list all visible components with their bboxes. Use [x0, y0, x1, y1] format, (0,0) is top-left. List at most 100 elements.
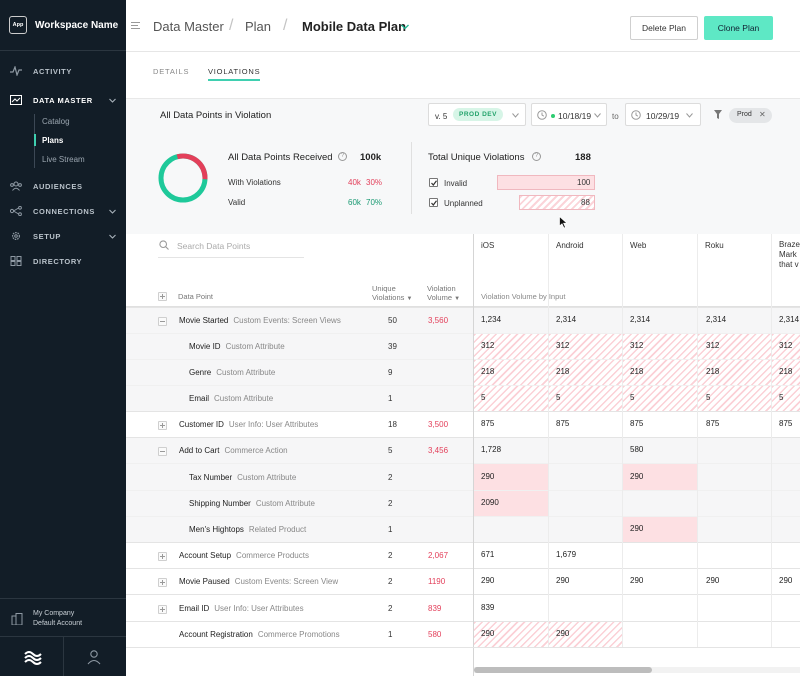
breadcrumb-separator: / — [229, 17, 234, 34]
frozen-column-divider — [473, 234, 474, 676]
data-point-name: Account Setup Commerce Products — [179, 551, 309, 560]
violation-volume-value: 3,560 — [428, 316, 449, 325]
sidebar-item-live-stream[interactable]: Live Stream — [42, 155, 85, 164]
data-point-type: Commerce Promotions — [257, 630, 340, 639]
total-unique-value: 188 — [575, 152, 591, 163]
unique-violations-value: 18 — [388, 420, 397, 429]
search-input[interactable]: Search Data Points — [177, 241, 251, 251]
brand-logo-icon[interactable] — [24, 648, 42, 666]
data-point-name: Account Registration Commerce Promotions — [179, 630, 340, 639]
column-header-line: Unique — [372, 284, 396, 293]
table-row[interactable]: Customer ID User Info: User Attributes 18 3… — [126, 411, 800, 437]
collapse-row-toggle[interactable] — [158, 317, 167, 326]
help-icon[interactable]: ? — [338, 152, 347, 161]
chevron-down-icon — [109, 234, 116, 239]
expand-all-toggle[interactable] — [158, 292, 167, 301]
column-header-ios[interactable]: iOS — [481, 241, 495, 250]
page-title[interactable]: Mobile Data Plan — [302, 19, 407, 34]
nav-item-activity[interactable]: ACTIVITY — [0, 63, 126, 79]
data-point-type: Custom Attribute — [216, 368, 276, 377]
breadcrumb-data-master[interactable]: Data Master — [153, 19, 224, 34]
collapse-menu-icon[interactable] — [131, 22, 140, 29]
column-header-roku[interactable]: Roku — [705, 241, 724, 250]
unplanned-checkbox[interactable] — [429, 198, 438, 207]
column-header-braze[interactable]: Braze Mark that v — [779, 240, 800, 270]
chevron-down-icon — [686, 113, 693, 118]
table-subrow[interactable]: Tax Number Custom Attribute 2 — [126, 463, 800, 490]
workspace-switcher[interactable]: App Workspace Name — [9, 16, 118, 34]
nav-item-directory[interactable]: DIRECTORY — [0, 253, 126, 269]
column-header-line: that v — [779, 260, 799, 269]
table-row[interactable]: Add to Cart Commerce Action 5 3,456 — [126, 437, 800, 463]
data-point-name: Email Custom Attribute — [189, 394, 273, 403]
company-switcher[interactable]: My Company Default Account — [0, 598, 126, 636]
nav-item-setup[interactable]: SETUP — [0, 228, 126, 244]
data-point-label: Account Registration — [179, 630, 253, 639]
data-point-name: Add to Cart Commerce Action — [179, 446, 288, 455]
invalid-label: Invalid — [444, 179, 468, 188]
nav-item-audiences[interactable]: AUDIENCES — [0, 178, 126, 194]
input-volume-value: 1,234 — [481, 315, 502, 324]
date-from-picker[interactable] — [531, 103, 607, 126]
input-volume-value: 875 — [481, 419, 495, 428]
user-icon[interactable] — [87, 649, 101, 665]
violation-volume-value: 1190 — [428, 577, 446, 586]
data-point-label: Tax Number — [189, 473, 233, 482]
data-point-label: Movie Started — [179, 316, 229, 325]
expand-row-toggle[interactable] — [158, 578, 167, 587]
invalid-checkbox[interactable] — [429, 178, 438, 187]
input-volume-value: 218 — [481, 367, 495, 376]
table-subrow[interactable]: Shipping Number Custom Attribute 2 — [126, 490, 800, 516]
clock-icon — [537, 110, 547, 120]
table-row[interactable]: Movie Paused Custom Events: Screen View 2 1… — [126, 568, 800, 594]
table-row[interactable]: Email ID User Info: User Attributes 2 839 — [126, 594, 800, 621]
collapse-row-toggle[interactable] — [158, 447, 167, 456]
sort-arrow-icon: ▼ — [454, 296, 461, 302]
data-point-type: Commerce Action — [224, 446, 288, 455]
input-volume-value: 312 — [706, 341, 720, 350]
table-row[interactable]: Movie Started Custom Events: Screen Views… — [126, 307, 800, 333]
filter-icon[interactable] — [714, 110, 722, 119]
activity-icon — [10, 66, 22, 76]
expand-row-toggle[interactable] — [158, 552, 167, 561]
breadcrumb-plan[interactable]: Plan — [245, 19, 272, 34]
table-subrow[interactable]: Men's Hightops Related Product 1 — [126, 516, 800, 542]
tab-details[interactable]: DETAILS — [153, 67, 190, 76]
page-header: Data Master / Plan / Mobile Data Plan De… — [126, 0, 800, 52]
date-to-picker[interactable] — [625, 103, 701, 126]
clone-plan-button[interactable]: Clone Plan — [704, 16, 773, 40]
close-icon[interactable]: ✕ — [759, 110, 766, 119]
nav-item-connections[interactable]: CONNECTIONS — [0, 203, 126, 219]
expand-row-toggle[interactable] — [158, 421, 167, 430]
tab-violations[interactable]: VIOLATIONS — [208, 67, 261, 76]
sidebar-item-plans[interactable]: Plans — [33, 134, 64, 146]
donut-violation-arc — [158, 153, 208, 203]
data-point-name: Email ID User Info: User Attributes — [179, 604, 304, 613]
violation-cell — [549, 360, 622, 385]
data-point-type: Custom Attribute — [237, 473, 297, 482]
column-header-violation-volume[interactable]: Violation Volume ▼ — [427, 284, 460, 304]
nav-item-data-master[interactable]: DATA MASTER — [0, 92, 126, 108]
violation-cell — [698, 334, 771, 359]
expand-row-toggle[interactable] — [158, 605, 167, 614]
scrollbar-thumb[interactable] — [474, 667, 652, 673]
input-volume-value: 5 — [779, 393, 784, 402]
account-name: Default Account — [33, 620, 83, 627]
violation-cell — [474, 464, 548, 490]
footer-divider — [63, 637, 64, 676]
unique-violations-value: 2 — [388, 499, 393, 508]
help-icon[interactable]: ? — [532, 152, 541, 161]
violation-cell — [623, 334, 697, 359]
table-row[interactable]: Account Registration Commerce Promotions 1… — [126, 621, 800, 647]
violation-cell — [623, 464, 697, 490]
column-header-unique-violations[interactable]: Unique Violations ▼ — [372, 284, 412, 304]
delete-plan-button[interactable]: Delete Plan — [630, 16, 698, 40]
column-header-android[interactable]: Android — [556, 241, 584, 250]
environment-filter-chip[interactable]: Prod ✕ — [729, 108, 772, 123]
sidebar-item-catalog[interactable]: Catalog — [42, 117, 70, 126]
chevron-down-icon — [109, 98, 116, 103]
input-volume-value: 1,679 — [556, 550, 577, 559]
table-row[interactable]: Account Setup Commerce Products 2 2,067 — [126, 542, 800, 568]
column-header-web[interactable]: Web — [630, 241, 647, 250]
chevron-down-icon[interactable] — [401, 24, 409, 30]
